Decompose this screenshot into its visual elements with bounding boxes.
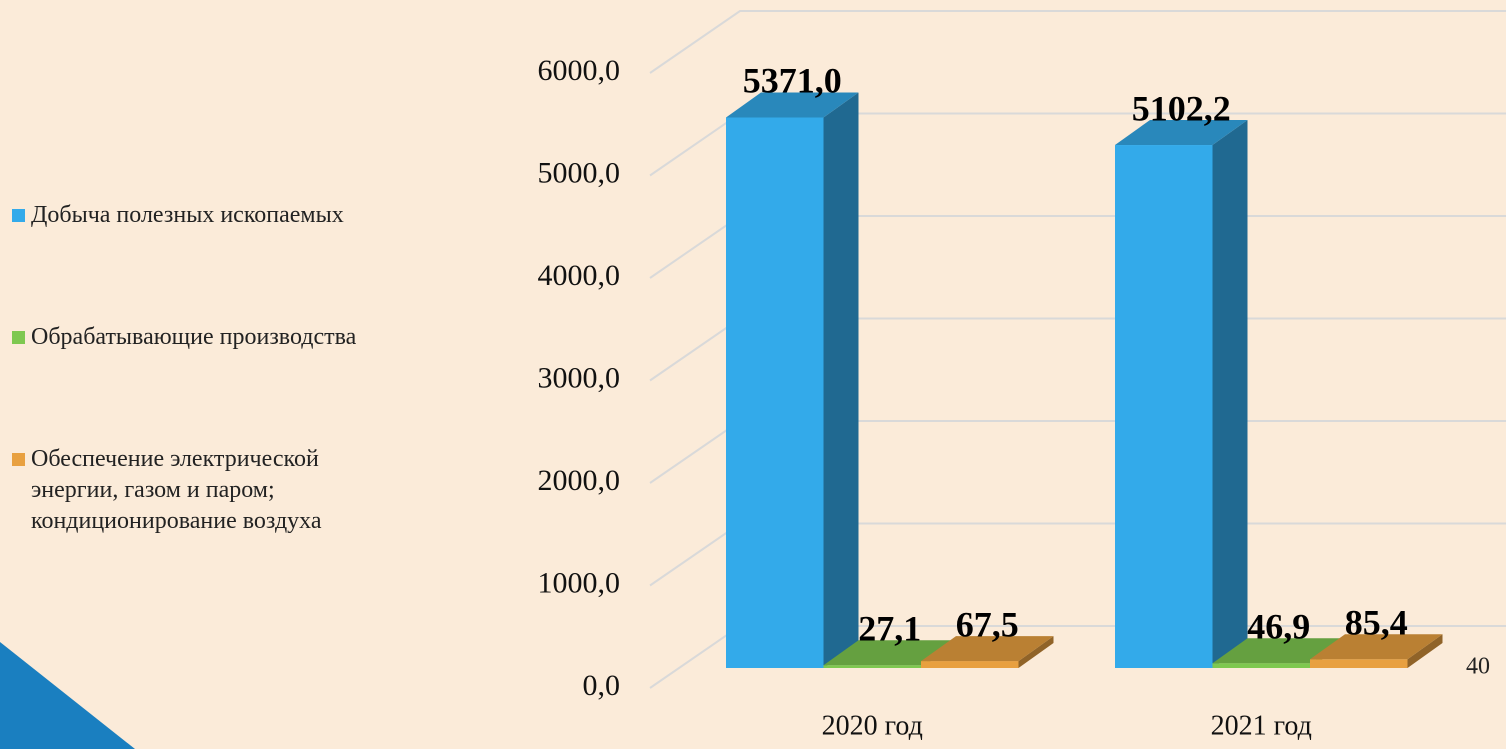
y-tick-label: 0,0 [583,669,621,702]
y-tick-label: 2000,0 [538,464,621,497]
legend-item: Обеспечение электрической энергии, газом… [12,444,412,537]
data-label: 46,9 [1247,606,1310,646]
bar-top [1310,634,1443,660]
data-label: 67,5 [956,604,1019,644]
bar-front [1310,659,1408,668]
x-tick-label: 2020 год [822,710,923,741]
bar-side [1018,636,1054,668]
y-tick-label: 1000,0 [538,566,621,599]
legend-swatch [12,453,25,466]
bar-side [1407,634,1443,668]
legend-label: Обеспечение электрической энергии, газом… [31,446,322,534]
y-tick-label: 5000,0 [538,156,621,189]
data-label: 5102,2 [1132,88,1231,128]
bar-top [1212,638,1345,664]
legend-item: Добыча полезных ископаемых [12,200,472,231]
data-label: 5371,0 [743,61,842,101]
legend-label: Добыча полезных ископаемых [31,202,344,228]
y-tick-label: 6000,0 [538,54,621,87]
bar-front [921,661,1019,668]
y-tick-label: 4000,0 [538,259,621,292]
bar-front [726,117,824,668]
data-label: 85,4 [1345,603,1408,643]
bar-side [823,92,859,668]
bar-side [1212,120,1248,669]
bar-front [1212,663,1310,668]
decor-triangle [0,642,135,749]
bar-top [726,92,859,118]
bar-top [1115,120,1248,146]
page-number: 40 [1466,654,1490,680]
legend-item: Обрабатывающие производства [12,322,472,353]
legend-swatch [12,331,25,344]
legend-label: Обрабатывающие производства [31,324,357,350]
bar-front [823,665,921,668]
grid-line [649,10,1506,74]
data-label: 27,1 [858,608,921,648]
x-tick-label: 2021 год [1211,710,1312,741]
bar-front [1115,145,1213,668]
bar-top [921,636,1054,662]
legend-swatch [12,209,25,222]
y-tick-label: 3000,0 [538,361,621,394]
bar-top [823,640,956,666]
